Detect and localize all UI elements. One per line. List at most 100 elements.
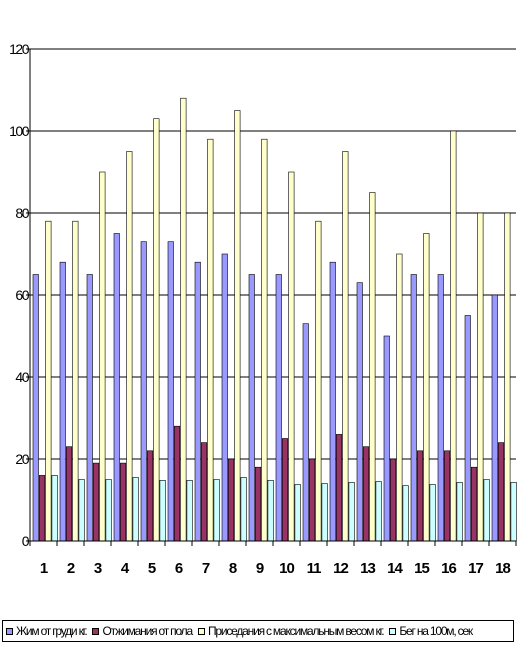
bar-series-1: [491, 294, 498, 542]
bar-series-4: [78, 479, 85, 542]
y-tick-label: 0: [22, 533, 30, 549]
bar-series-4: [456, 482, 463, 542]
bar-series-2: [120, 462, 127, 542]
bar-series-3: [450, 130, 457, 542]
x-tick-label: 8: [229, 560, 237, 577]
axes: [29, 49, 517, 546]
bar-series-3: [396, 253, 403, 542]
bar-series-3: [342, 151, 349, 542]
bar-series-3: [126, 151, 133, 542]
bar-series-2: [147, 450, 154, 542]
bar-series-2: [416, 450, 424, 542]
bar-series-3: [72, 220, 79, 542]
bar-series-3: [315, 220, 322, 542]
bar-series-4: [402, 485, 409, 542]
bar-series-2: [389, 458, 397, 542]
bar-series-2: [281, 438, 289, 542]
x-tick-label: 4: [121, 560, 130, 577]
legend-swatch: [6, 627, 13, 635]
y-tick-label: 60: [15, 287, 29, 303]
bar-series-1: [410, 274, 417, 542]
bar-series-3: [288, 171, 295, 542]
bar-series-2: [470, 466, 478, 542]
bar-series-4: [240, 477, 247, 542]
bar-series-3: [504, 212, 511, 542]
bar-series-3: [261, 138, 268, 542]
x-tick-label: 16: [441, 560, 456, 577]
bar-series-4: [51, 475, 58, 542]
bar-series-1: [356, 282, 363, 542]
bar-series-4: [483, 479, 490, 542]
bar-series-1: [86, 274, 93, 542]
bar-series-4: [321, 483, 328, 542]
y-tick-label: 40: [15, 369, 29, 385]
bar-series-4: [267, 480, 274, 542]
bar-series-3: [369, 192, 376, 542]
bar-series-4: [348, 482, 355, 542]
bar-series-3: [180, 97, 187, 542]
bar-series-3: [477, 212, 484, 542]
x-tick-label: 18: [495, 560, 510, 577]
legend-item-4: Бег на 100м, сек: [389, 624, 473, 638]
x-tick-label: 13: [360, 560, 375, 577]
legend-item-1: Жим от груди кг.: [6, 624, 88, 638]
bar-series-4: [510, 482, 517, 542]
legend-item-2: Отжимания от пола: [92, 624, 193, 638]
bar-series-2: [308, 458, 316, 542]
bar-series-1: [59, 261, 66, 542]
bar-series-3: [234, 110, 241, 542]
x-tick-label: 2: [67, 560, 75, 577]
bar-series-2: [174, 425, 181, 542]
bar-series-3: [45, 220, 52, 542]
legend-label: Отжимания от пола: [102, 624, 193, 638]
x-tick-label: 3: [94, 560, 102, 577]
x-tick-label: 6: [175, 560, 183, 577]
bar-series-2: [362, 446, 370, 542]
bar-series-2: [201, 442, 208, 542]
bar-series-4: [294, 484, 301, 542]
legend-swatch: [92, 627, 100, 635]
bar-series-1: [275, 274, 282, 542]
bar-series-2: [38, 475, 46, 542]
bar-series-4: [186, 480, 193, 542]
bar-series-2: [335, 434, 343, 542]
x-tick-label: 14: [387, 560, 403, 577]
bar-series-1: [464, 315, 471, 542]
y-tick-label: 20: [15, 451, 29, 467]
gridlines: [26, 48, 516, 542]
x-tick-label: 10: [279, 560, 294, 577]
x-tick-labels: 1 2 3 4 5 6 7 8 9 10 11 12 13 14 15 16 17 18: [40, 560, 512, 577]
bar-series-2: [255, 466, 262, 542]
bar-series-1: [248, 274, 255, 542]
bar-series-1: [140, 241, 147, 542]
y-tick-label: 120: [9, 41, 30, 57]
bar-series-4: [375, 481, 382, 542]
bar-series-3: [207, 138, 214, 542]
bar-series-4: [159, 480, 166, 542]
bar-series-1: [194, 261, 201, 542]
bar-series-2: [497, 442, 505, 542]
bar-series-2: [66, 446, 73, 542]
y-tick-labels: 0 20 40 60 80 100 120: [9, 41, 31, 549]
x-tick-label: 15: [414, 560, 429, 577]
x-tick-label: 17: [468, 560, 483, 577]
legend-swatch: [389, 627, 397, 635]
bar-series-1: [221, 253, 228, 542]
bar-series-1: [32, 274, 39, 542]
bar-series-1: [383, 335, 390, 542]
bar-series-3: [99, 171, 106, 542]
x-tick-label: 5: [148, 560, 156, 577]
bar-series-1: [437, 274, 444, 542]
legend-label: Жим от груди кг.: [16, 624, 88, 638]
bars: [32, 97, 517, 542]
bar-series-2: [93, 462, 100, 542]
y-tick-label: 100: [9, 123, 30, 139]
bar-series-3: [423, 233, 430, 542]
bar-series-3: [153, 118, 160, 542]
bar-series-1: [329, 261, 336, 542]
legend-label: Приседания с максимальным весом кг.: [207, 624, 385, 638]
bar-series-2: [443, 450, 451, 542]
legend-swatch: [197, 627, 205, 635]
bar-series-1: [113, 233, 120, 542]
